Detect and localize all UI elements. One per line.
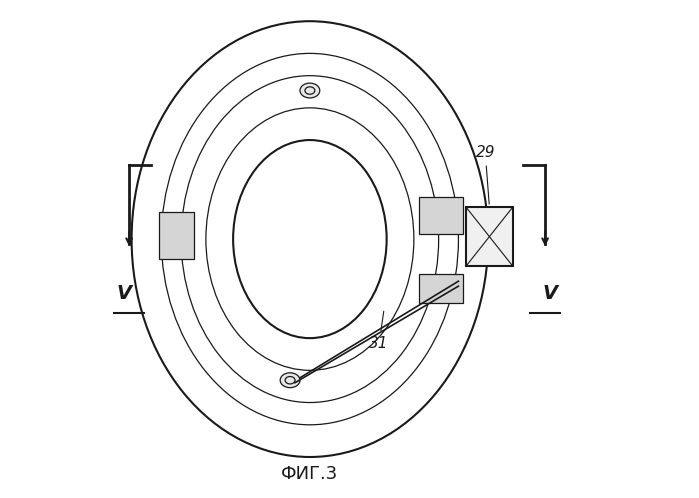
Bar	[159, 212, 194, 259]
Bar	[419, 197, 463, 234]
Text: V: V	[117, 284, 131, 303]
Text: 29: 29	[475, 145, 495, 204]
Ellipse shape	[300, 83, 319, 98]
Bar	[419, 274, 463, 303]
Text: 31: 31	[369, 311, 389, 351]
Text: ФИГ.3: ФИГ.3	[281, 465, 338, 484]
Text: V: V	[542, 284, 558, 303]
Bar	[466, 207, 513, 266]
Ellipse shape	[280, 373, 300, 387]
